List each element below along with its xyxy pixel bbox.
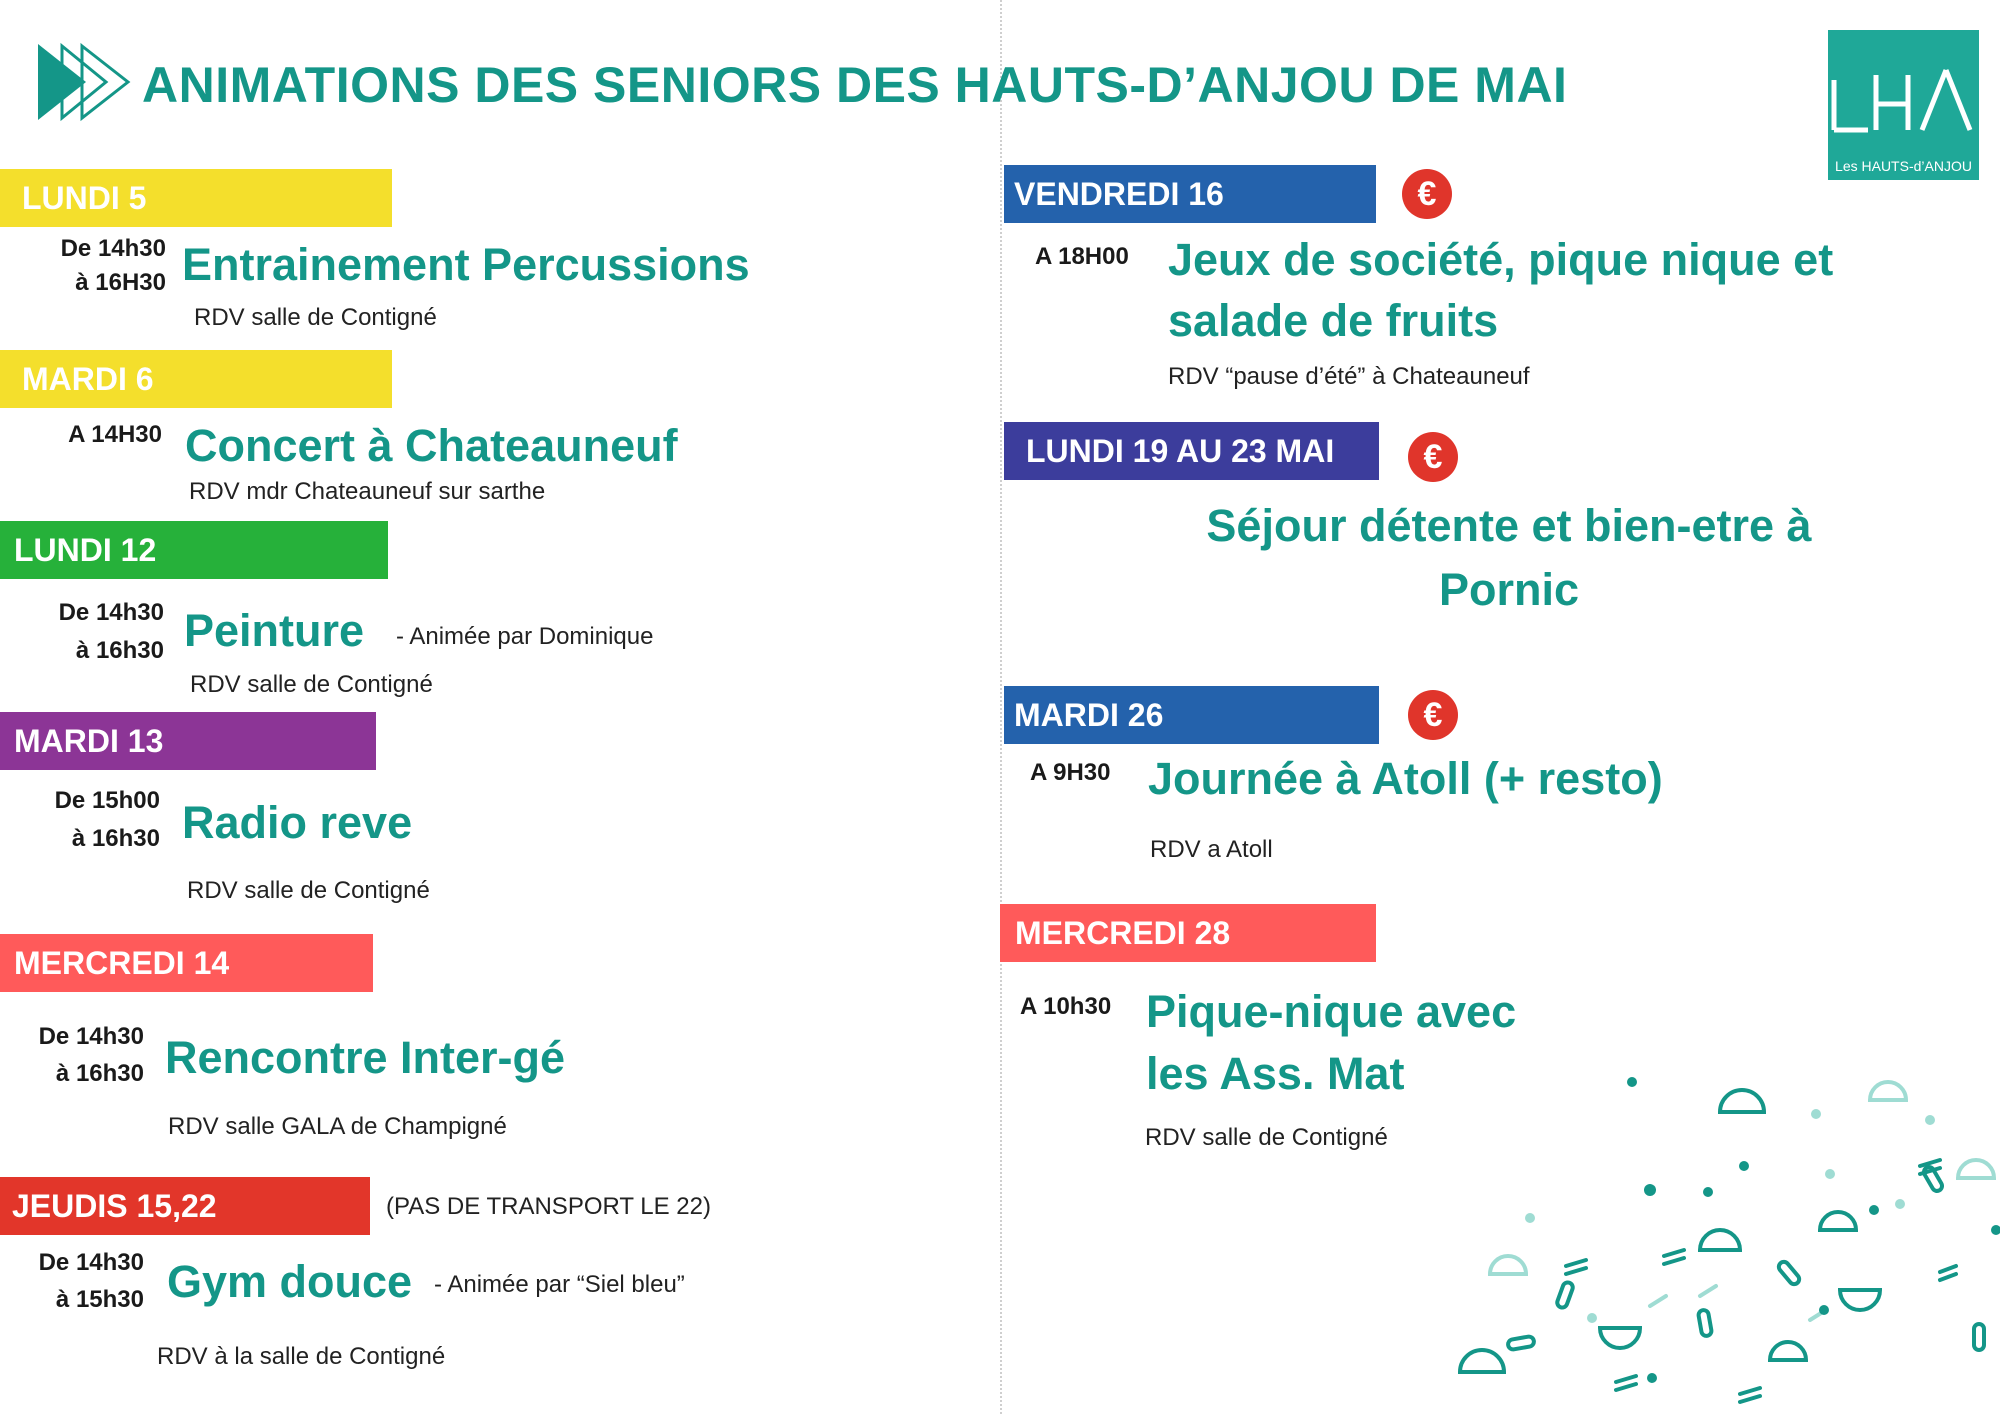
event-title: Peinture — [184, 605, 365, 656]
event-time-start: A 9H30 — [1030, 759, 1111, 786]
event-title-line2: les Ass. Mat — [1146, 1048, 1405, 1099]
day-header-lundi-12: LUNDI 12 — [0, 521, 388, 579]
event-time-start: De 14h30 — [58, 599, 164, 626]
logo-mark — [1831, 69, 1973, 133]
event-title: Rencontre Inter-gé — [165, 1032, 566, 1083]
event-title-line1: Jeux de société, pique nique et — [1168, 234, 1834, 285]
event-title: Concert à Chateauneuf — [185, 420, 678, 471]
euro-icon: € — [1408, 432, 1458, 482]
page-title: ANIMATIONS DES SENIORS DES HAUTS-D’ANJOU… — [142, 57, 1568, 113]
event-title-line1: Séjour détente et bien-etre à — [1206, 500, 1812, 551]
confetti-decoration — [1457, 1077, 2000, 1404]
event-time-start: De 14h30 — [38, 1249, 144, 1276]
day-header-lundi-19-au-23-mai: LUNDI 19 AU 23 MAI — [1004, 422, 1379, 480]
event-time-end: à 16h30 — [55, 1060, 144, 1087]
event-title: Gym douce — [167, 1256, 413, 1307]
event-note: - Animée par Dominique — [396, 623, 654, 650]
event-time-start: De 15h00 — [54, 787, 160, 814]
day-header-mercredi-28: MERCREDI 28 — [1000, 904, 1376, 962]
day-header-mardi-6: MARDI 6 — [0, 350, 392, 408]
event-location: RDV mdr Chateauneuf sur sarthe — [189, 478, 546, 505]
event-time-start: A 10h30 — [1020, 993, 1112, 1020]
event-location: RDV à la salle de Contigné — [157, 1343, 446, 1370]
euro-icon: € — [1408, 690, 1458, 740]
day-header-lundi-5: LUNDI 5 — [0, 169, 392, 227]
event-location: RDV salle de Contigné — [194, 304, 437, 331]
event-location: RDV salle de Contigné — [190, 671, 433, 698]
event-location: RDV salle de Contigné — [187, 877, 430, 904]
arrows-icon — [38, 42, 131, 122]
event-title: Entrainement Percussions — [182, 239, 750, 290]
event-location: RDV “pause d’été” à Chateauneuf — [1168, 363, 1530, 390]
event-time-end: à 16h30 — [75, 637, 164, 664]
day-header-mercredi-14: MERCREDI 14 — [0, 934, 373, 992]
day-header-jeudis-15-22: JEUDIS 15,22 — [0, 1177, 370, 1235]
transport-notice: (PAS DE TRANSPORT LE 22) — [386, 1193, 711, 1220]
event-location: RDV salle de Contigné — [1145, 1124, 1388, 1151]
logo: Les HAUTS-d’ANJOU — [1828, 30, 1979, 180]
euro-icon: € — [1402, 169, 1452, 219]
event-time-end: à 16h30 — [71, 825, 160, 852]
event-time-end: à 15h30 — [55, 1286, 144, 1313]
event-time-start: A 18H00 — [1035, 243, 1129, 270]
event-time-start: De 14h30 — [38, 1023, 144, 1050]
event-title-line1: Pique-nique avec — [1146, 986, 1517, 1037]
event-title: Radio reve — [182, 797, 413, 848]
center-divider — [1000, 0, 1002, 1414]
event-title-line2: Pornic — [1438, 564, 1580, 615]
event-time-start: A 14H30 — [68, 421, 162, 448]
event-location: RDV salle GALA de Champigné — [168, 1113, 507, 1140]
event-title: Journée à Atoll (+ resto) — [1148, 753, 1663, 804]
logo-caption: Les HAUTS-d’ANJOU — [1835, 158, 1972, 174]
event-title-line2: salade de fruits — [1168, 295, 1499, 346]
day-header-mardi-26: MARDI 26 — [1004, 686, 1379, 744]
event-location: RDV a Atoll — [1150, 836, 1273, 863]
event-note: - Animée par “Siel bleu” — [434, 1271, 685, 1298]
day-header-mardi-13: MARDI 13 — [0, 712, 376, 770]
event-time-start: De 14h30 — [60, 235, 166, 262]
day-header-vendredi-16: VENDREDI 16 — [1004, 165, 1376, 223]
event-time-end: à 16H30 — [75, 269, 166, 296]
